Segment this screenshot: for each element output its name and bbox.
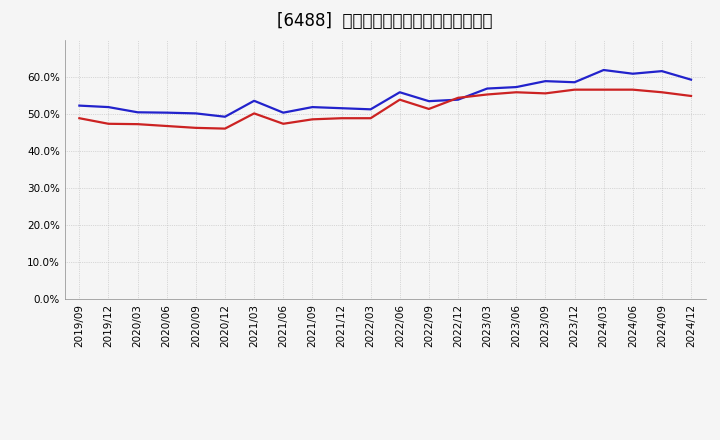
固定比率 xyxy=(133,110,142,115)
固定比率 xyxy=(629,71,637,77)
固定比率 xyxy=(75,103,84,108)
固定長期適合率 xyxy=(250,111,258,116)
固定長期適合率 xyxy=(308,117,317,122)
固定比率 xyxy=(570,80,579,85)
固定比率 xyxy=(308,104,317,110)
固定長期適合率 xyxy=(395,97,404,103)
固定長期適合率 xyxy=(687,93,696,99)
固定比率 xyxy=(512,84,521,90)
固定長期適合率 xyxy=(192,125,200,131)
固定比率 xyxy=(483,86,492,91)
固定比率 xyxy=(657,69,666,74)
固定長期適合率 xyxy=(657,90,666,95)
Line: 固定長期適合率: 固定長期適合率 xyxy=(79,90,691,128)
固定長期適合率 xyxy=(454,95,462,100)
固定長期適合率 xyxy=(483,92,492,97)
固定長期適合率 xyxy=(599,87,608,92)
固定比率 xyxy=(687,77,696,82)
固定比率 xyxy=(366,106,375,112)
Title: [6488]  固定比率、固定長期適合率の推移: [6488] 固定比率、固定長期適合率の推移 xyxy=(277,12,493,30)
固定長期適合率 xyxy=(220,126,229,131)
固定長期適合率 xyxy=(75,116,84,121)
固定比率 xyxy=(163,110,171,115)
固定比率 xyxy=(541,78,550,84)
固定比率 xyxy=(250,98,258,103)
固定比率 xyxy=(220,114,229,119)
固定長期適合率 xyxy=(133,121,142,127)
固定比率 xyxy=(454,97,462,103)
固定比率 xyxy=(104,104,113,110)
固定長期適合率 xyxy=(629,87,637,92)
固定長期適合率 xyxy=(163,123,171,128)
固定比率 xyxy=(279,110,287,115)
固定長期適合率 xyxy=(337,116,346,121)
固定長期適合率 xyxy=(570,87,579,92)
固定長期適合率 xyxy=(541,91,550,96)
固定比率 xyxy=(599,67,608,73)
固定長期適合率 xyxy=(512,90,521,95)
固定比率 xyxy=(425,99,433,104)
Line: 固定比率: 固定比率 xyxy=(79,70,691,117)
固定比率 xyxy=(192,111,200,116)
固定長期適合率 xyxy=(279,121,287,126)
固定長期適合率 xyxy=(104,121,113,126)
固定比率 xyxy=(395,90,404,95)
固定長期適合率 xyxy=(425,106,433,112)
固定長期適合率 xyxy=(366,116,375,121)
固定比率 xyxy=(337,106,346,111)
